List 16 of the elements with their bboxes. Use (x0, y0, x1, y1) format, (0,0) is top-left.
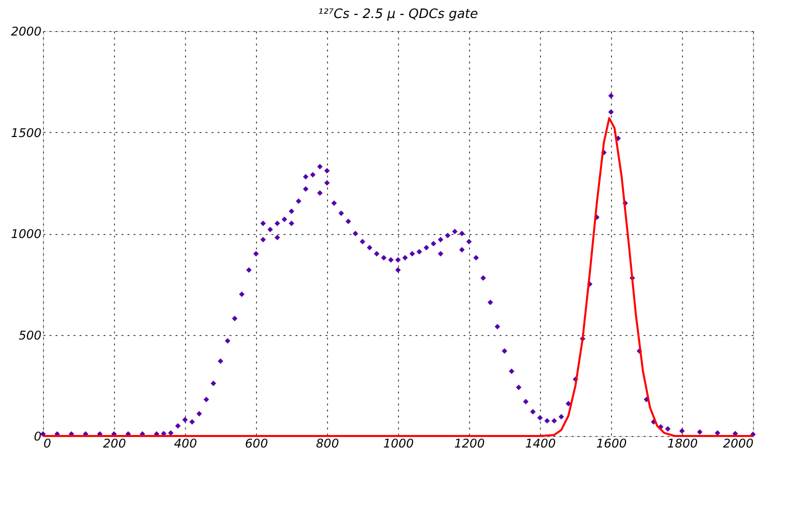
chart-title: ¹²⁷Cs - 2.5 μ - QDCs gate (318, 7, 478, 22)
x-tick-label: 1200 (454, 436, 486, 450)
y-tick-label: 1500 (10, 126, 42, 140)
x-tick-label: 800 (316, 436, 340, 450)
y-tick-label: 1000 (10, 227, 42, 241)
y-tick-label: 2000 (10, 24, 42, 38)
x-tick-label: 1000 (383, 436, 414, 450)
x-tick-label: 600 (245, 436, 268, 450)
x-tick-label: 1400 (525, 436, 556, 450)
x-tick-label: 400 (174, 436, 198, 450)
y-tick-label: 500 (18, 328, 42, 342)
x-tick-label: 2000 (722, 436, 754, 450)
x-tick-label: 1800 (667, 436, 698, 450)
x-tick-label: 1600 (596, 436, 628, 450)
x-tick-label: 200 (103, 436, 126, 450)
x-tick-label: 0 (44, 436, 52, 450)
